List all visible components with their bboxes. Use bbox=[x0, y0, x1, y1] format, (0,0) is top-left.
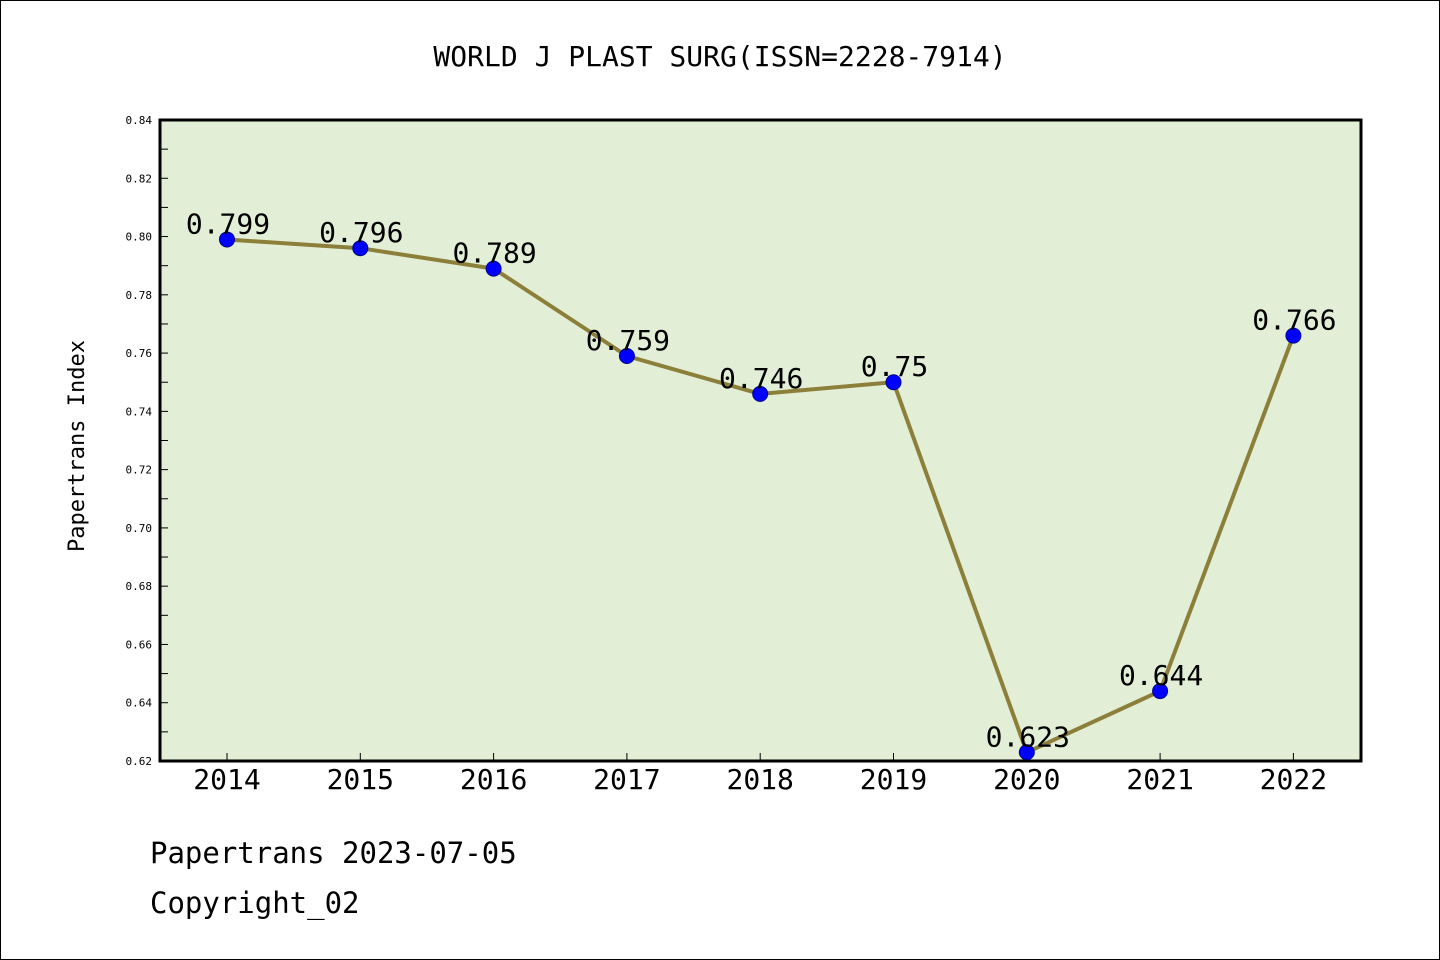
x-tick-label: 2021 bbox=[1126, 763, 1193, 796]
y-tick-label: 0.62 bbox=[126, 755, 153, 768]
plot-area bbox=[158, 118, 1363, 763]
data-label: 0.799 bbox=[186, 207, 270, 240]
x-tick-label: 2020 bbox=[993, 763, 1060, 796]
data-point bbox=[1152, 683, 1169, 700]
y-tick-label: 0.64 bbox=[126, 697, 153, 710]
data-point bbox=[1018, 744, 1035, 761]
y-tick-label: 0.74 bbox=[126, 405, 153, 418]
data-point bbox=[219, 231, 235, 248]
y-tick-label: 0.70 bbox=[126, 522, 153, 535]
data-label: 0.789 bbox=[452, 237, 536, 270]
data-label: 0.623 bbox=[986, 720, 1070, 753]
data-labels: 0.799 0.796 0.789 0.759 0.746 0.75 0.623 0.644 0… bbox=[186, 207, 1337, 753]
chart-title: WORLD J PLAST SURG(ISSN=2228-7914) bbox=[433, 40, 1006, 73]
y-minor-ticks bbox=[160, 148, 168, 733]
y-tick-label: 0.80 bbox=[126, 231, 153, 244]
data-point bbox=[485, 260, 502, 277]
data-label: 0.796 bbox=[319, 216, 403, 249]
y-axis-label: Papertrans Index bbox=[65, 340, 90, 552]
x-tick-label: 2019 bbox=[860, 763, 927, 796]
data-label: 0.766 bbox=[1252, 304, 1336, 337]
y-tick-label: 0.82 bbox=[126, 172, 153, 185]
y-tick-label: 0.76 bbox=[126, 347, 153, 360]
data-label: 0.759 bbox=[586, 324, 670, 357]
data-label: 0.644 bbox=[1119, 659, 1203, 692]
data-point bbox=[1285, 327, 1302, 344]
data-label: 0.746 bbox=[719, 362, 803, 395]
y-tick-label: 0.66 bbox=[126, 638, 153, 651]
data-points bbox=[219, 231, 1302, 761]
data-point bbox=[618, 348, 635, 365]
y-tick-label: 0.72 bbox=[126, 464, 153, 477]
x-tick-label: 2022 bbox=[1260, 763, 1327, 796]
y-tick-label: 0.68 bbox=[126, 580, 153, 593]
x-tick-label: 2017 bbox=[593, 763, 660, 796]
x-axis-ticks: 2014 2015 2016 2017 2018 2019 2020 2021 2022 bbox=[193, 753, 1327, 796]
footer-date: Papertrans 2023-07-05 bbox=[150, 836, 517, 870]
y-tick-label: 0.84 bbox=[126, 114, 153, 127]
data-label: 0.75 bbox=[861, 350, 928, 383]
x-tick-label: 2015 bbox=[327, 763, 394, 796]
y-tick-label: 0.78 bbox=[126, 289, 153, 302]
data-point bbox=[352, 240, 369, 257]
data-point bbox=[752, 385, 769, 402]
x-tick-label: 2018 bbox=[726, 763, 793, 796]
footer-copyright: Copyright_02 bbox=[150, 886, 360, 920]
data-point bbox=[885, 374, 902, 391]
y-axis-ticks: 0.62 0.64 0.66 0.68 0.70 0.72 0.74 0.76 0.78 0.80… bbox=[126, 114, 168, 768]
x-tick-label: 2014 bbox=[193, 763, 260, 796]
x-tick-label: 2016 bbox=[460, 763, 527, 796]
